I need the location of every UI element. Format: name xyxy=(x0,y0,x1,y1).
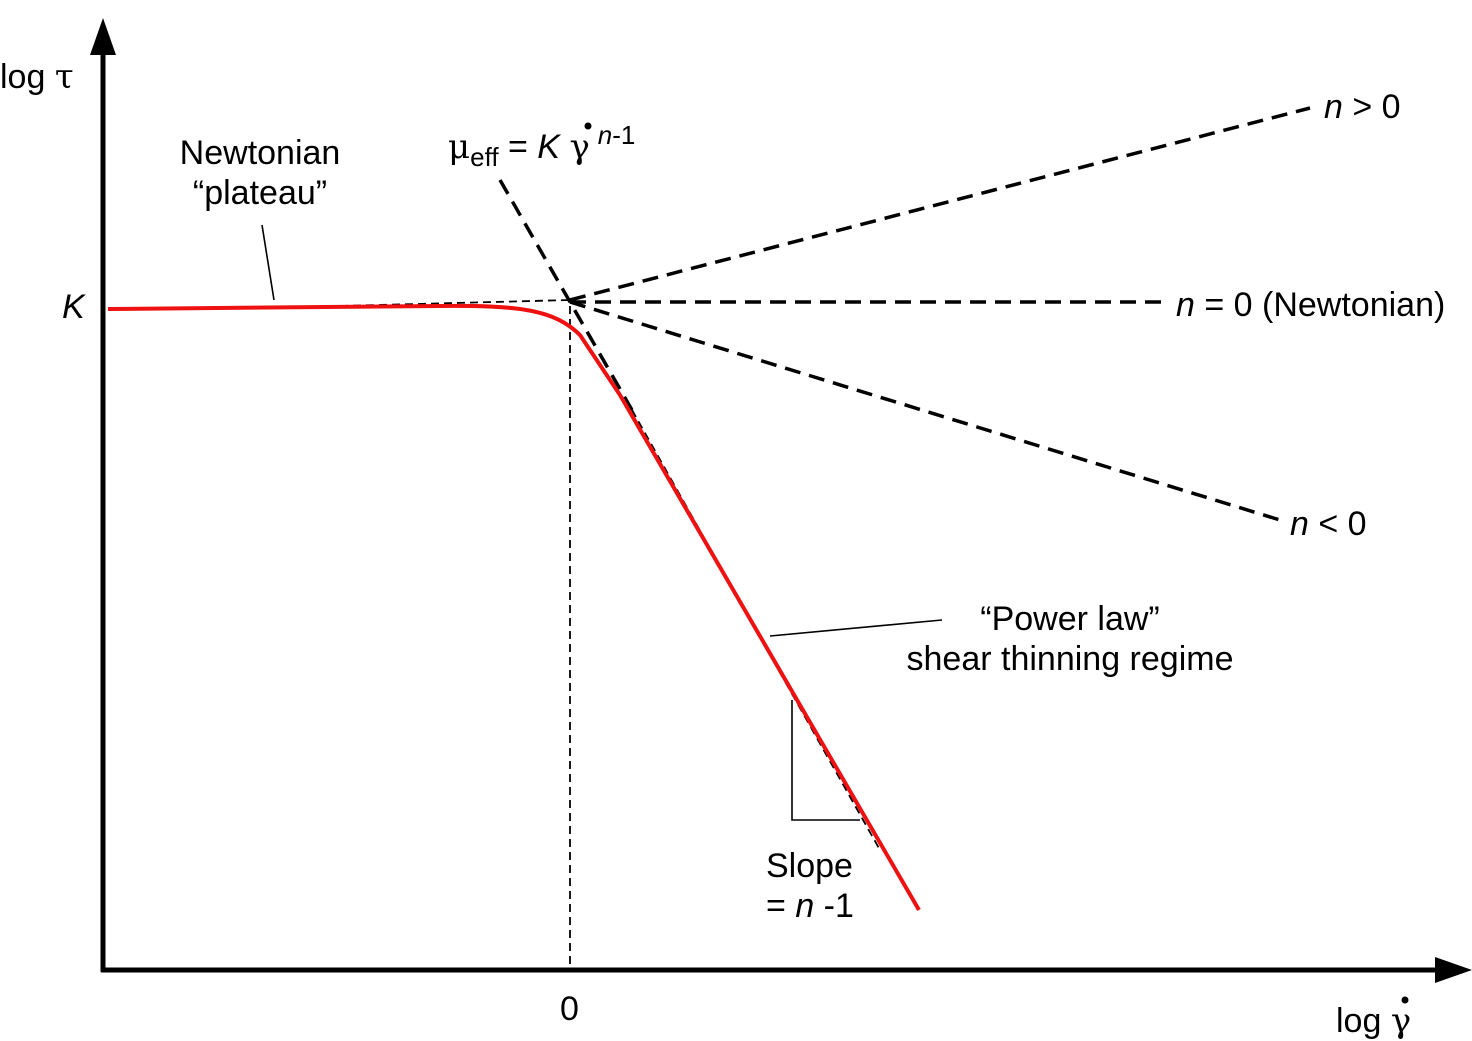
viscosity-curve xyxy=(107,303,921,912)
mu-eff-equation: μeff = K γ n-1 xyxy=(448,120,635,172)
label-n-equal-zero: n = 0 (Newtonian) xyxy=(1176,286,1445,324)
line-mu-eff-asymptote xyxy=(498,179,634,411)
slope-label-line2: = n -1 xyxy=(766,887,854,925)
label-n-less-zero: n < 0 xyxy=(1290,505,1367,543)
line-n-less-than-zero xyxy=(569,300,1281,522)
line-n-greater-than-zero xyxy=(569,106,1311,302)
x-tick-origin: 0 xyxy=(560,990,579,1028)
x-axis-label: log γ xyxy=(1336,1001,1411,1041)
plateau-label-line2: “plateau” xyxy=(193,174,327,212)
y-axis-arrow-icon xyxy=(90,18,116,55)
plateau-label-line1: Newtonian xyxy=(180,134,341,172)
x-axis-dot-icon xyxy=(1401,996,1409,1004)
y-axis-label: log τ xyxy=(0,57,74,97)
power-law-label-line1: “Power law” xyxy=(980,600,1159,638)
plateau-leader-line xyxy=(261,224,275,301)
label-n-greater-zero: n > 0 xyxy=(1324,88,1401,126)
x-axis-arrow-icon xyxy=(1435,957,1472,983)
slope-label-line1: Slope xyxy=(766,847,853,885)
power-law-leader-line xyxy=(769,619,943,637)
power-law-label-line2: shear thinning regime xyxy=(907,640,1234,678)
y-tick-k: K xyxy=(62,288,86,326)
mu-gamma-dot-icon xyxy=(584,122,592,130)
slope-triangle xyxy=(791,700,860,821)
